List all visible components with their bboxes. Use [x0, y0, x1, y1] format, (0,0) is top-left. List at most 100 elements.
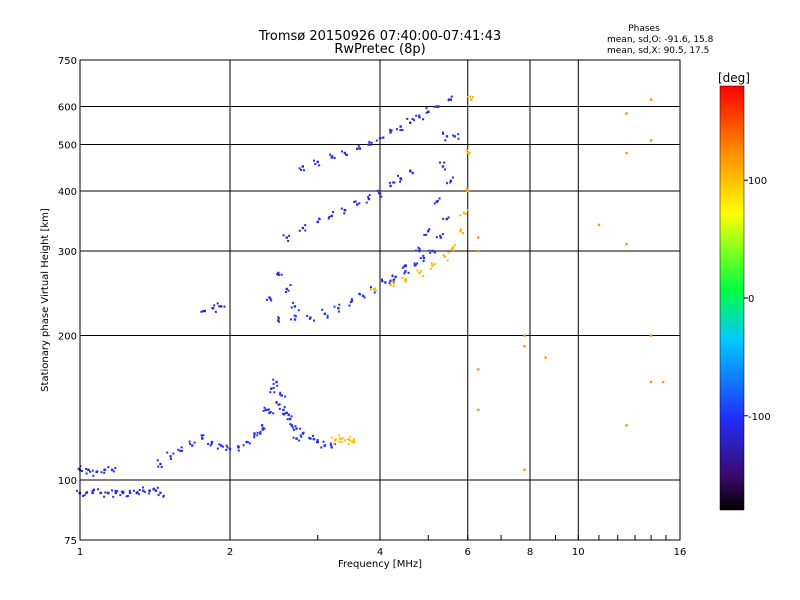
data-point-jitter	[288, 234, 291, 237]
data-point-jitter	[237, 449, 240, 452]
data-point-jitter	[425, 107, 428, 110]
data-point-jitter	[441, 233, 444, 236]
data-point-jitter	[207, 443, 210, 446]
data-point-jitter	[330, 436, 333, 439]
data-point-jitter	[180, 446, 183, 449]
data-point-jitter	[114, 466, 117, 469]
data-point-jitter	[328, 215, 331, 218]
data-point	[203, 309, 206, 313]
data-point-jitter	[419, 270, 422, 273]
data-point	[352, 440, 356, 444]
data-point-jitter	[288, 413, 291, 416]
data-point-jitter	[300, 168, 303, 171]
data-point-jitter	[422, 260, 425, 263]
data-point-jitter	[422, 254, 425, 257]
data-point	[260, 424, 264, 427]
data-point	[191, 444, 194, 447]
data-point-jitter	[282, 413, 285, 416]
data-point-jitter	[443, 161, 446, 164]
data-point	[399, 125, 402, 128]
data-point-jitter	[346, 438, 349, 441]
data-point-jitter	[436, 199, 439, 202]
data-point-jitter	[315, 441, 318, 444]
data-point-jitter	[278, 403, 281, 406]
data-point	[282, 408, 285, 412]
data-point	[399, 177, 402, 180]
data-point-jitter	[104, 491, 107, 494]
data-point-jitter	[318, 164, 321, 167]
data-point-jitter	[347, 443, 350, 446]
data-point-jitter	[390, 129, 393, 132]
data-point-jitter	[272, 378, 275, 381]
data-point	[625, 242, 628, 246]
data-point-jitter	[444, 139, 447, 142]
data-point	[431, 249, 434, 253]
data-point-jitter	[282, 234, 285, 237]
data-point-jitter	[446, 182, 449, 185]
data-point	[544, 356, 547, 359]
data-point-jitter	[403, 272, 406, 275]
data-point-jitter	[352, 438, 355, 441]
data-point-jitter	[104, 468, 107, 471]
data-point	[389, 184, 392, 188]
data-point-jitter	[353, 200, 356, 203]
data-point-jitter	[381, 136, 384, 139]
data-point-jitter	[306, 315, 309, 318]
data-point-jitter	[304, 224, 307, 227]
data-point-jitter	[438, 197, 441, 200]
data-point-jitter	[417, 246, 420, 249]
data-point-jitter	[376, 189, 379, 192]
data-point	[219, 305, 223, 308]
data-point-jitter	[466, 95, 469, 98]
data-point-jitter	[466, 151, 469, 154]
data-point-jitter	[114, 489, 117, 492]
data-point-jitter	[91, 489, 94, 492]
data-point	[389, 283, 392, 287]
data-point-jitter	[242, 444, 245, 447]
data-point-jitter	[269, 297, 272, 300]
data-point-jitter	[333, 442, 336, 445]
data-point-jitter	[430, 262, 433, 265]
data-point-jitter	[338, 303, 341, 306]
data-point	[295, 427, 298, 430]
y-tick-label: 500	[58, 141, 77, 152]
data-point-jitter	[442, 217, 445, 220]
data-point	[169, 455, 172, 458]
data-point-jitter	[138, 489, 141, 492]
data-point-jitter	[466, 189, 469, 192]
data-point-jitter	[428, 249, 431, 252]
data-point	[110, 468, 114, 472]
y-axis-label: Stationary phase Virtual Height [km]	[40, 208, 51, 392]
data-point-jitter	[359, 293, 362, 296]
data-point-jitter	[256, 434, 259, 437]
data-point	[285, 236, 288, 239]
data-point-jitter	[202, 434, 205, 437]
data-point-jitter	[337, 310, 340, 313]
data-point-jitter	[340, 438, 343, 441]
data-point-jitter	[354, 200, 357, 203]
data-point-jitter	[457, 133, 460, 136]
data-point-jitter	[275, 401, 278, 404]
data-point	[219, 444, 223, 447]
data-point-jitter	[451, 176, 454, 179]
data-point-jitter	[308, 317, 311, 320]
data-point-jitter	[262, 409, 265, 412]
data-point-jitter	[119, 494, 122, 497]
data-point-jitter	[218, 305, 221, 308]
data-point-jitter	[200, 434, 203, 437]
data-point	[361, 294, 365, 297]
data-point-jitter	[120, 490, 123, 493]
data-point-jitter	[82, 494, 85, 497]
data-point-jitter	[433, 263, 436, 266]
data-point-jitter	[437, 105, 440, 108]
data-point-jitter	[358, 202, 361, 205]
data-point-jitter	[284, 291, 287, 294]
data-point-jitter	[143, 490, 146, 493]
data-point-jitter	[465, 188, 468, 191]
data-point-jitter	[452, 249, 455, 252]
data-point	[597, 223, 601, 227]
data-point-jitter	[459, 228, 462, 231]
data-point-jitter	[428, 228, 431, 231]
colorbar-tick-label: 0	[748, 294, 754, 305]
